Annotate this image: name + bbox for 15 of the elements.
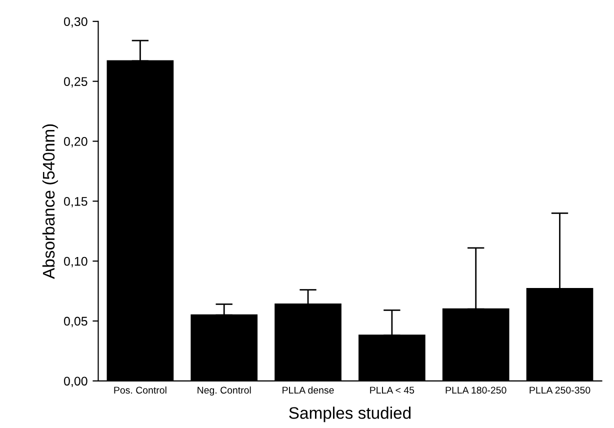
x-tick-label: PLLA 250-350 <box>530 386 590 394</box>
y-tick-label: 0,25 <box>64 77 88 88</box>
y-tick-label: 0,20 <box>64 137 88 148</box>
y-tick-label: 0,30 <box>64 17 88 28</box>
y-tick-label: 0,15 <box>64 196 88 208</box>
x-axis-title: Samples studied <box>289 406 411 422</box>
x-tick-label: PLLA 180-250 <box>446 386 506 394</box>
x-tick-label: Pos. Control <box>114 386 166 394</box>
y-tick-label: 0,00 <box>64 376 88 388</box>
y-tick-label: 0,10 <box>64 256 88 268</box>
x-tick-label: PLLA dense <box>282 386 334 394</box>
y-tick-label: 0,05 <box>64 316 88 328</box>
x-tick-label: PLLA < 45 <box>370 386 414 394</box>
y-axis-title: Absorbance (540nm) <box>42 124 58 279</box>
x-tick-label: Neg. Control <box>198 386 251 396</box>
